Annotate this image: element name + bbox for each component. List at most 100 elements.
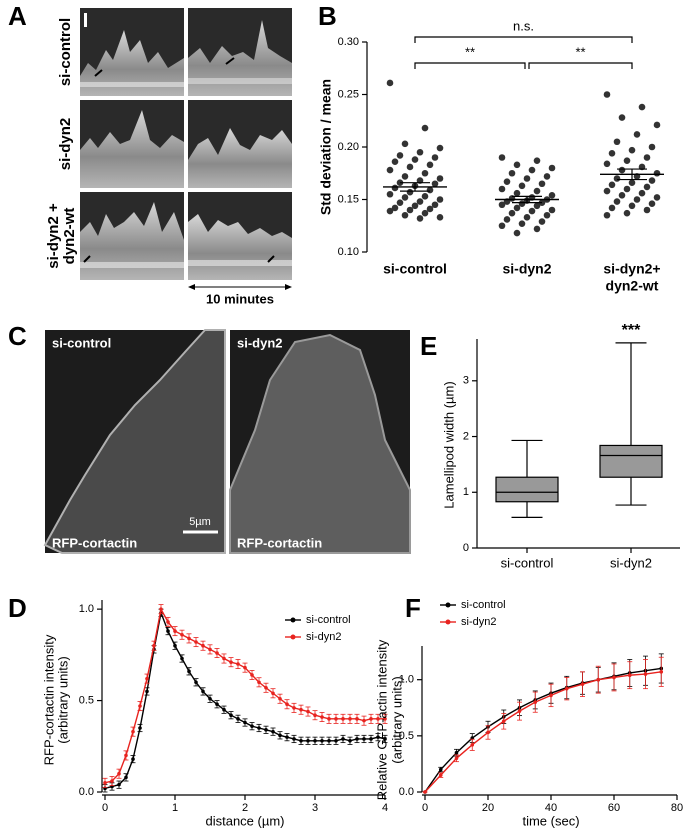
data-point [503,216,511,223]
legend-label: si-dyn2 [461,616,496,628]
data-point [386,190,394,198]
data-point [138,726,142,730]
data-point [334,717,338,721]
data-point [166,620,170,624]
data-point [215,702,219,707]
data-point [523,175,531,182]
legend-marker [445,602,451,608]
data-point [401,173,409,180]
data-point [278,696,282,701]
data-point [369,737,373,741]
micrographs: si-control RFP-cortactin si-dyn2 RFP-cor… [43,329,411,554]
series-line [424,671,662,793]
data-point [250,724,254,728]
data-point [436,196,444,203]
data-point [508,209,516,217]
data-point [538,218,546,225]
data-point [431,154,439,161]
data-point [152,643,156,648]
y-tick-label: 0.5 [399,730,414,742]
data-point [503,178,511,185]
data-point [313,713,317,717]
data-point [406,206,414,214]
data-point [271,691,275,696]
data-point [299,707,303,712]
data-point [411,202,419,210]
data-point [362,718,366,723]
data-point [612,675,616,680]
legend-label: si-control [461,599,506,611]
data-point [436,144,444,152]
data-point [264,728,268,732]
data-point [355,737,359,741]
data-point [124,753,128,758]
kymograph [188,192,292,280]
data-point [653,169,661,177]
x-tick-label: 40 [545,802,557,814]
data-point [306,739,310,743]
data-point [257,726,261,730]
data-point [648,143,656,151]
data-point [138,704,142,708]
data-point [243,665,247,670]
data-point [627,673,632,677]
data-point [313,739,317,743]
data-point [470,743,475,747]
data-point [533,225,541,233]
data-point [633,131,641,138]
data-point [596,677,601,682]
data-point [222,656,226,661]
data-point [643,206,651,214]
data-point [533,700,538,704]
y-axis-label: (arbitrary units) [55,656,70,743]
data-point [355,717,359,721]
data-point [454,756,459,761]
data-point [250,673,254,677]
legend-marker [290,617,296,623]
data-point [421,209,429,217]
data-point [513,229,521,237]
cell [229,333,411,554]
panel-letter: F [405,593,421,623]
data-point [416,215,424,222]
data-point [513,204,521,212]
x-tick-label: 1 [172,802,178,814]
data-point [383,717,387,721]
data-point [438,773,443,777]
y-tick-label: 0 [463,542,469,554]
data-point [406,163,414,171]
x-tick-label: 4 [382,802,388,814]
legend-marker [290,634,296,640]
data-point [131,757,135,761]
data-point [243,720,247,725]
data-point [421,193,429,200]
series-line [424,667,662,793]
data-point [528,207,536,215]
data-point [117,782,121,787]
data-point [292,706,296,710]
data-point [533,157,541,164]
data-point [638,103,646,111]
data-point [501,719,506,724]
data-point [523,214,531,221]
stain-label: RFP-cortactin [52,535,137,550]
y-tick-label: 0.20 [338,141,359,153]
legend-label: si-dyn2 [306,631,341,643]
data-point [180,656,184,661]
data-point [386,79,394,87]
y-tick-label: 1.0 [79,603,94,615]
data-point [653,121,661,129]
data-point [603,187,611,195]
data-point [391,158,399,165]
data-point [103,781,107,785]
data-point [411,156,419,163]
data-point [659,670,664,674]
data-point [222,707,226,712]
data-point [278,733,282,738]
significance-label: ** [465,44,475,59]
data-point [528,166,536,174]
data-point [327,739,331,743]
data-point [618,166,626,174]
y-tick-label: 3 [463,375,469,387]
data-point [229,713,233,717]
